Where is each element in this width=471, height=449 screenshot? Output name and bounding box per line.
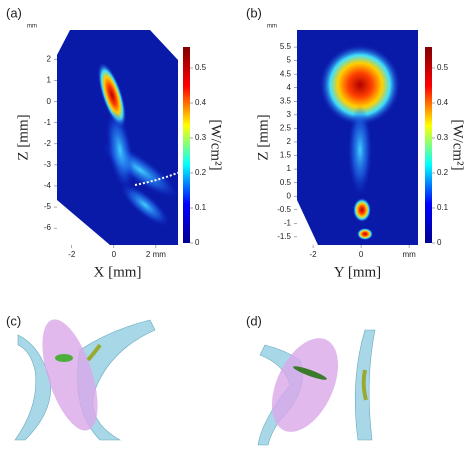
y-tick-label: 0.5 xyxy=(280,178,292,187)
y-tick-label: 4.5 xyxy=(280,69,292,78)
panel-label: (d) xyxy=(246,313,262,328)
y-tick-label: -1 xyxy=(44,118,52,127)
y-tick-label: 3.5 xyxy=(280,96,292,105)
colorbar-tick-label: 0.5 xyxy=(195,63,207,72)
y-tick-label: 5 xyxy=(287,56,292,65)
axis-unit: mm xyxy=(267,24,277,30)
y-tick-label: 1 xyxy=(287,164,292,173)
y-tick-label: 1.5 xyxy=(280,151,292,160)
panel-label: (b) xyxy=(246,5,262,20)
y-tick-label: -2 xyxy=(44,139,52,148)
y-tick-label: 5.5 xyxy=(280,42,292,51)
colorbar-tick-label: 0.2 xyxy=(195,168,207,177)
colorbar-tick-label: 0.3 xyxy=(195,133,207,142)
x-tick-label: -2 xyxy=(68,250,76,259)
colorbar-tick-label: 0.4 xyxy=(195,98,207,107)
colorbar-tick-label: 0.5 xyxy=(437,63,449,72)
x-tick-label: 2 mm xyxy=(146,250,166,259)
colorbar-tick-label: 0 xyxy=(437,238,442,247)
render-d xyxy=(258,328,375,445)
y-axis-label: Z [mm] xyxy=(255,114,271,160)
colorbar-tick-label: 0.1 xyxy=(195,203,207,212)
y-tick-label: 4 xyxy=(287,83,292,92)
render-c xyxy=(15,313,155,440)
y-tick-label: -5 xyxy=(44,202,52,211)
x-axis-label: X [mm] xyxy=(94,264,142,280)
heatmap-a xyxy=(57,30,184,245)
y-tick-label: 2.5 xyxy=(280,124,292,133)
x-axis-label: Y [mm] xyxy=(334,264,381,280)
colorbar-tick-label: 0.2 xyxy=(437,168,449,177)
y-tick-label: -3 xyxy=(44,160,52,169)
panel-label: (c) xyxy=(6,313,21,328)
y-axis-label: Z [mm] xyxy=(15,114,31,160)
colorbar xyxy=(425,47,432,243)
y-tick-label: 2 xyxy=(287,137,292,146)
colorbar-tick-label: 0.4 xyxy=(437,98,449,107)
y-tick-label: -4 xyxy=(44,181,52,190)
axis-unit: mm xyxy=(27,24,37,30)
y-tick-label: 3 xyxy=(287,110,292,119)
colorbar-tick-label: 0.1 xyxy=(437,203,449,212)
heatmap-b xyxy=(297,30,418,245)
y-tick-label: -1 xyxy=(284,218,292,227)
x-tick-label: 0 xyxy=(112,250,117,259)
y-tick-label: 2 xyxy=(47,55,52,64)
colorbar xyxy=(183,47,190,243)
figure: (a) mm 2 1 0 -1 -2 -3 -4 -5 -6 -2 0 2 mm X [mm] Z [mm] 0… xyxy=(0,0,471,449)
colorbar-label: [W/cm²] xyxy=(208,119,224,170)
colorbar-label: [W/cm²] xyxy=(450,119,466,170)
y-tick-label: -0.5 xyxy=(277,205,291,214)
colorbar-tick-label: 0.3 xyxy=(437,133,449,142)
colorbar-tick-label: 0 xyxy=(195,238,200,247)
x-tick-label: 0 xyxy=(359,250,364,259)
panel-label: (a) xyxy=(6,5,22,20)
y-tick-label: -1.5 xyxy=(277,232,291,241)
y-tick-label: -6 xyxy=(44,223,52,232)
y-tick-label: 1 xyxy=(47,76,52,85)
y-tick-label: 0 xyxy=(47,97,52,106)
y-tick-label: 0 xyxy=(287,191,292,200)
x-tick-label: mm xyxy=(402,250,416,259)
x-tick-label: -2 xyxy=(310,250,318,259)
